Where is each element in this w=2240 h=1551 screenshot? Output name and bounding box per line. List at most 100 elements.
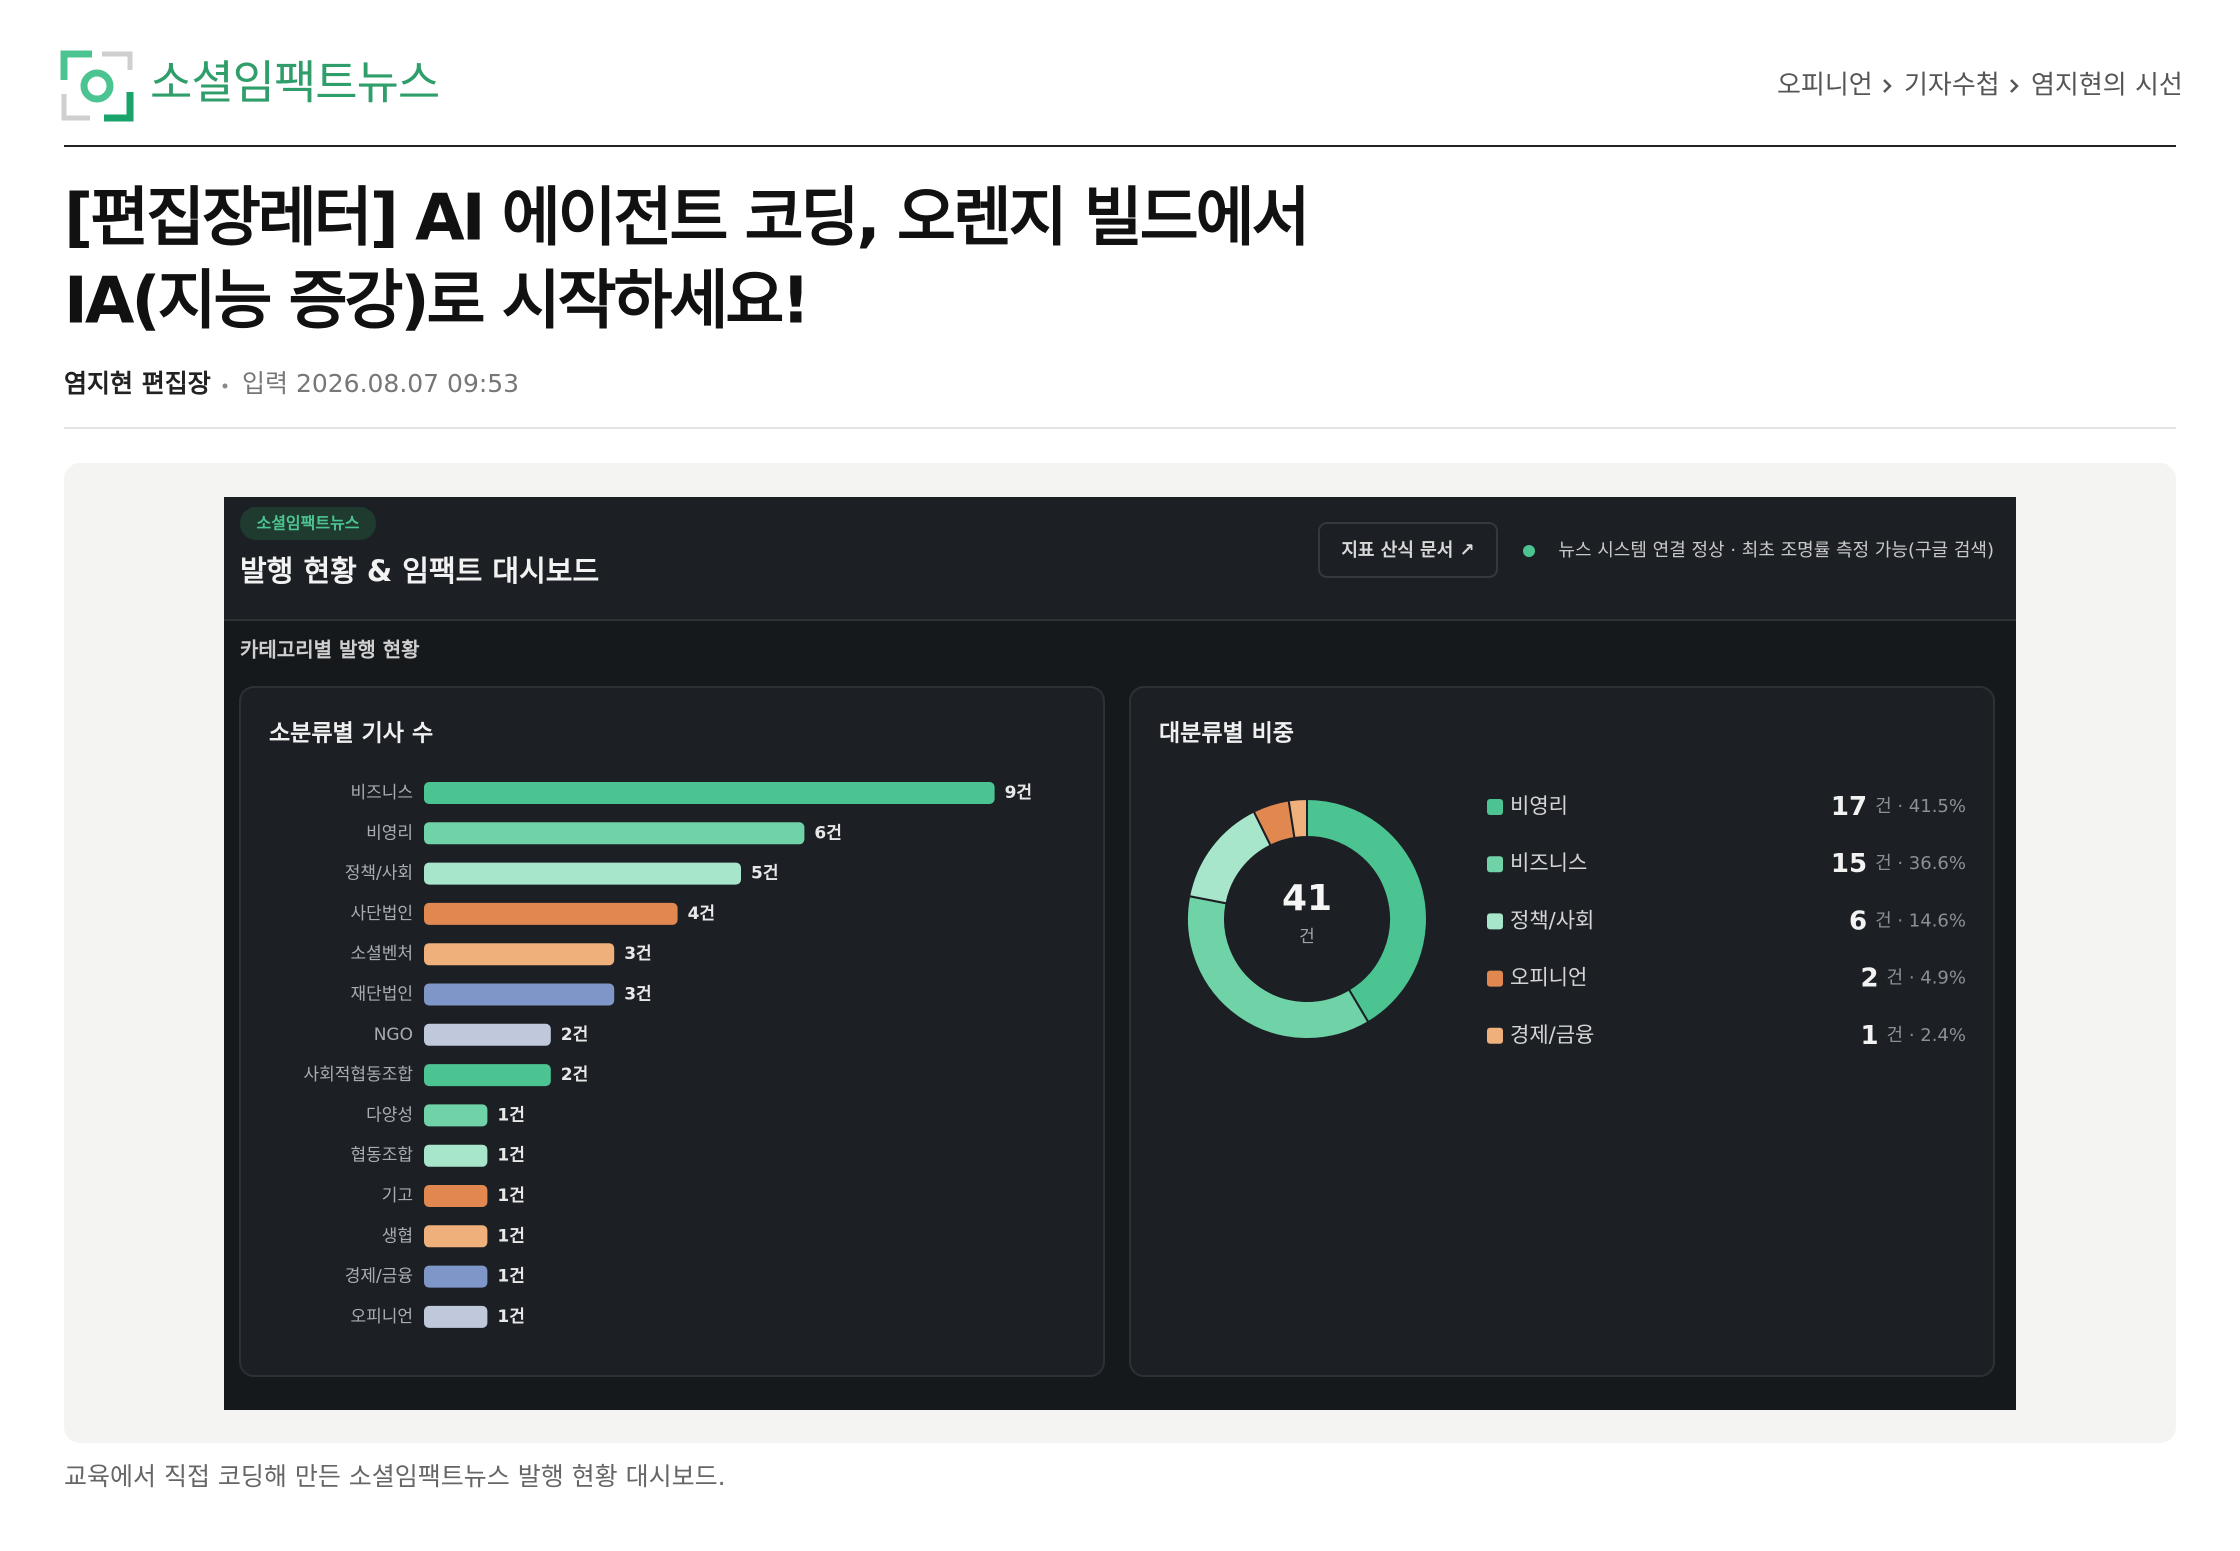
bar-value-label: 3건 xyxy=(624,985,651,1005)
bar-value-label: 1건 xyxy=(497,1186,524,1206)
donut-chart-title: 대분류별 비중 xyxy=(1159,721,1294,747)
donut-panel xyxy=(1129,686,1995,1377)
bar-category-label: 협동조합 xyxy=(350,1146,413,1166)
legend-label: 정책/사회 xyxy=(1510,908,1594,932)
byline-separator xyxy=(222,383,228,389)
bar-category-label: 정책/사회 xyxy=(345,864,413,884)
bar xyxy=(424,782,995,804)
published-date: 입력 2026.08.07 09:53 xyxy=(242,369,519,398)
bar-value-label: 1건 xyxy=(497,1226,524,1246)
bar xyxy=(424,1265,488,1288)
legend-count: 17 xyxy=(1831,792,1867,822)
legend-detail: 건 · 41.5% xyxy=(1875,796,1966,817)
bar xyxy=(424,1104,488,1127)
legend-detail: 건 · 36.6% xyxy=(1875,853,1966,874)
legend-swatch xyxy=(1487,913,1503,930)
legend-label: 비영리 xyxy=(1510,794,1568,818)
bar-category-label: 경제/금융 xyxy=(345,1267,413,1287)
bar xyxy=(424,943,615,966)
bar-category-label: 소셜벤처 xyxy=(350,944,413,964)
bar xyxy=(424,1185,488,1207)
legend-swatch xyxy=(1487,799,1503,815)
legend-count: 6 xyxy=(1849,906,1867,936)
legend-label: 오피니언 xyxy=(1510,966,1587,990)
status-dot xyxy=(1523,545,1535,557)
site-name[interactable]: 소셜임팩트뉴스 xyxy=(150,56,440,110)
bar xyxy=(424,1023,551,1046)
bar-value-label: 9건 xyxy=(1005,783,1032,803)
legend-detail: 건 · 2.4% xyxy=(1887,1025,1966,1046)
author[interactable]: 염지현 편집장 xyxy=(64,369,211,398)
bar-category-label: 사회적협동조합 xyxy=(304,1065,414,1085)
legend-swatch xyxy=(1487,856,1503,873)
bar-value-label: 1건 xyxy=(497,1105,524,1125)
bar-value-label: 4건 xyxy=(688,904,715,924)
bar xyxy=(424,983,615,1006)
breadcrumb-item[interactable]: 기자수첩 xyxy=(1904,71,2000,101)
badge xyxy=(240,507,376,540)
status-text: 뉴스 시스템 연결 정상 · 최초 조명률 측정 가능(구글 검색) xyxy=(1558,540,1994,561)
bar xyxy=(424,822,805,845)
donut-total: 41 xyxy=(1282,878,1332,919)
bar-chart-title: 소분류별 기사 수 xyxy=(269,721,433,747)
legend-count: 1 xyxy=(1860,1020,1878,1050)
bar-value-label: 1건 xyxy=(497,1267,524,1287)
figure-caption: 교육에서 직접 코딩해 만든 소셜임팩트뉴스 발행 현황 대시보드. xyxy=(64,1462,726,1491)
dashboard-header xyxy=(224,497,2016,620)
legend-count: 2 xyxy=(1860,963,1878,993)
bar-category-label: 비영리 xyxy=(366,823,413,843)
bar-category-label: 기고 xyxy=(382,1186,413,1206)
bar-category-label: 다양성 xyxy=(366,1105,413,1125)
section-title: 카테고리별 발행 현황 xyxy=(240,638,420,662)
breadcrumb-separator xyxy=(2010,79,2019,93)
dashboard-title: 발행 현황 & 임팩트 대시보드 xyxy=(240,554,599,588)
breadcrumb-item[interactable]: 염지현의 시선 xyxy=(2031,71,2183,101)
legend-value: 2 건 · 4.9% xyxy=(1860,963,1966,993)
bar-category-label: 생협 xyxy=(382,1226,413,1246)
bar-category-label: 오피니언 xyxy=(350,1307,413,1327)
legend-value: 17 건 · 41.5% xyxy=(1831,792,1966,822)
legend-label: 비즈니스 xyxy=(1510,851,1587,875)
legend-detail: 건 · 4.9% xyxy=(1887,968,1966,989)
legend-swatch xyxy=(1487,1027,1503,1044)
bar-category-label: NGO xyxy=(374,1025,413,1045)
donut-chart: 비영리 17 건 · 41.5% 비즈니스 15 건 · 36.6% 정책/사회 6 건 · 1… xyxy=(1186,792,1966,1050)
logo-icon xyxy=(60,50,134,122)
bar-value-label: 2건 xyxy=(561,1025,588,1045)
article-title: [편집장레터] AI 에이전트 코딩, 오렌지 빌드에서 xyxy=(64,182,1307,256)
bar xyxy=(424,1305,488,1328)
bar-value-label: 2건 xyxy=(561,1065,588,1085)
doc-button-label[interactable]: 지표 산식 문서 ↗ xyxy=(1341,540,1474,561)
donut-segment xyxy=(1306,797,1428,1024)
bar-value-label: 3건 xyxy=(624,944,651,964)
legend-value: 15 건 · 36.6% xyxy=(1831,849,1966,879)
badge-text: 소셜임팩트뉴스 xyxy=(256,514,359,533)
legend-count: 15 xyxy=(1831,849,1867,879)
bar-value-label: 1건 xyxy=(497,1307,524,1327)
donut-segment xyxy=(1287,797,1308,840)
bar-category-label: 비즈니스 xyxy=(350,783,413,803)
bar-category-label: 재단법인 xyxy=(350,985,413,1005)
doc-button[interactable] xyxy=(1318,522,1498,578)
bar xyxy=(424,1225,488,1248)
legend-detail: 건 · 14.6% xyxy=(1875,910,1966,931)
legend-swatch xyxy=(1487,970,1503,987)
bar-value-label: 5건 xyxy=(751,864,778,884)
breadcrumb-item[interactable]: 오피니언 xyxy=(1777,71,1873,101)
bar-category-label: 사단법인 xyxy=(350,904,413,924)
bar-value-label: 1건 xyxy=(497,1146,524,1166)
bar xyxy=(424,862,741,885)
legend-label: 경제/금융 xyxy=(1510,1023,1594,1047)
breadcrumb-separator xyxy=(1883,79,1892,93)
bar xyxy=(424,902,678,925)
legend-value: 1 건 · 2.4% xyxy=(1860,1020,1966,1050)
bar xyxy=(424,1064,551,1087)
bar xyxy=(424,1144,488,1167)
legend-value: 6 건 · 14.6% xyxy=(1849,906,1966,936)
donut-total-unit: 건 xyxy=(1299,927,1315,947)
article-title: IA(지능 증강)로 시작하세요! xyxy=(64,265,807,339)
